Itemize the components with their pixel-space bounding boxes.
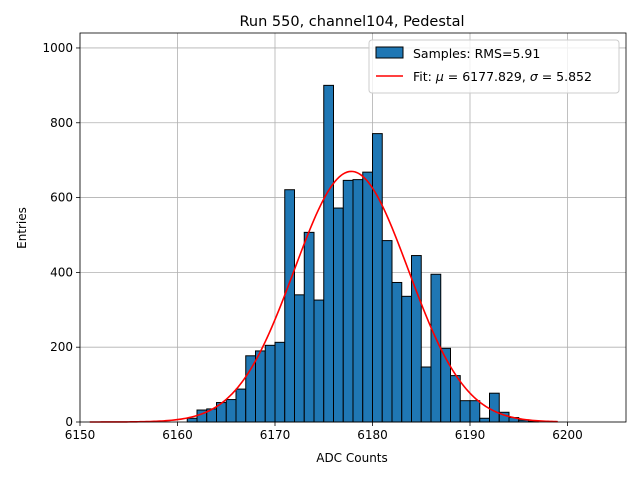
histogram-bar: [255, 350, 266, 423]
histogram-bar: [333, 207, 344, 423]
chart-title: Run 550, channel104, Pedestal: [239, 14, 464, 30]
y-tick-label: 200: [50, 340, 73, 354]
histogram-bar: [352, 179, 364, 423]
legend-mu-symbol: μ: [435, 69, 444, 84]
y-tick-label: 400: [50, 265, 73, 279]
legend-label-samples: Samples: RMS=5.91: [413, 46, 540, 61]
legend-fit-prefix: Fit:: [413, 69, 436, 84]
histogram-bar: [245, 355, 256, 423]
histogram-bars: [186, 84, 539, 423]
histogram-bar: [264, 344, 276, 423]
histogram-bar: [401, 295, 412, 423]
x-tick-label: 6150: [65, 428, 96, 442]
y-tick-label: 0: [65, 415, 73, 429]
legend-swatch-samples: [375, 46, 404, 59]
histogram-bar: [420, 366, 432, 423]
legend-sigma-value: = 5.852: [538, 69, 592, 84]
legend-mu-value: = 6177.829,: [444, 69, 530, 84]
x-axis-label: ADC Counts: [316, 451, 388, 465]
histogram-bar: [430, 273, 442, 423]
x-tick-label: 6160: [162, 428, 193, 442]
histogram-bar: [313, 299, 325, 423]
legend-sigma-symbol: σ: [530, 69, 539, 84]
histogram-bar: [342, 179, 354, 423]
histogram-bar: [391, 281, 403, 423]
histogram-bar: [303, 231, 315, 423]
histogram-bar: [186, 417, 198, 423]
y-tick-label: 800: [50, 116, 73, 130]
histogram-bar: [372, 133, 383, 423]
y-axis-label: Entries: [15, 207, 29, 249]
histogram-bar: [450, 375, 461, 423]
histogram-bar: [294, 294, 305, 423]
histogram-bar: [323, 84, 334, 423]
histogram-bar: [274, 341, 286, 423]
x-tick-label: 6200: [552, 428, 583, 442]
histogram-bar: [284, 189, 295, 423]
plot-frame: [79, 32, 627, 423]
y-axis-ticks: 0 200 400 600 800 1000: [42, 41, 80, 429]
histogram-bar: [469, 400, 481, 423]
x-axis-ticks: 6150 6160 6170 6180 6190 6200: [65, 422, 583, 442]
histogram-bar: [381, 240, 393, 423]
legend: Samples: RMS=5.91 Fit: μ = 6177.829, σ =…: [368, 39, 620, 94]
x-tick-label: 6190: [455, 428, 486, 442]
x-tick-label: 6170: [260, 428, 291, 442]
histogram-bar: [225, 399, 237, 423]
legend-label-fit: Fit: μ = 6177.829, σ = 5.852: [413, 69, 592, 84]
y-tick-label: 1000: [42, 41, 73, 55]
histogram-bar: [459, 400, 471, 423]
histogram-bar: [362, 171, 373, 423]
fit-curve: [89, 170, 558, 423]
legend-box: [368, 39, 620, 94]
y-tick-label: 600: [50, 191, 73, 205]
histogram-bar: [479, 417, 490, 423]
x-tick-label: 6180: [357, 428, 388, 442]
histogram-bar: [235, 388, 247, 423]
histogram-bar: [489, 392, 500, 423]
